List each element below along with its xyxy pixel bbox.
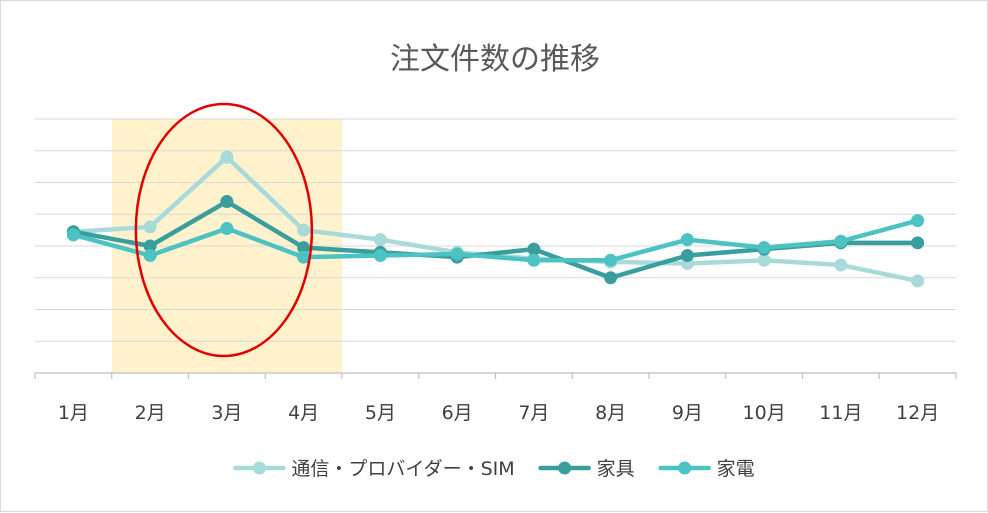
- legend-label: 家具: [597, 458, 635, 480]
- data-point: [373, 233, 387, 247]
- data-point: [143, 239, 157, 253]
- legend-item: 家具: [538, 458, 635, 480]
- chart-title: 注文件数の推移: [390, 42, 600, 77]
- data-point: [373, 249, 387, 263]
- x-tick-label: 1月: [58, 402, 89, 424]
- x-axis: 1月 2月 3月 4月 5月 6月 7月 8月 9月 10月 11月 12月: [34, 372, 957, 424]
- data-point: [220, 195, 234, 209]
- data-point: [680, 249, 694, 263]
- highlight-ellipse: [134, 102, 314, 358]
- x-tick-label: 9月: [672, 402, 703, 424]
- data-point: [450, 247, 464, 261]
- x-tick-label: 6月: [442, 402, 473, 424]
- x-tick-label: 12月: [896, 402, 939, 424]
- x-tick-label: 2月: [135, 402, 166, 424]
- legend-marker: [678, 461, 692, 475]
- series-line: [71, 218, 920, 263]
- legend-label: 通信・プロバイダー・SIM: [291, 458, 514, 480]
- x-tick-label: 5月: [365, 402, 396, 424]
- legend-label: 家電: [717, 458, 755, 480]
- data-point: [297, 223, 311, 237]
- legend-item: 通信・プロバイダー・SIM: [233, 458, 515, 480]
- x-tick-label: 10月: [743, 402, 786, 424]
- data-point: [911, 214, 925, 228]
- legend-marker: [558, 461, 572, 475]
- data-point: [220, 150, 234, 164]
- data-point: [757, 253, 771, 267]
- data-point: [220, 222, 234, 236]
- data-point: [527, 242, 541, 256]
- x-tick-label: 3月: [211, 402, 242, 424]
- data-point: [834, 234, 848, 248]
- data-point: [527, 253, 541, 267]
- data-point: [604, 271, 618, 285]
- data-point: [143, 249, 157, 263]
- series-lines: [66, 150, 925, 288]
- legend-item: 家電: [658, 458, 755, 480]
- legend-marker: [252, 461, 266, 475]
- data-point: [834, 258, 848, 272]
- data-point: [680, 233, 694, 247]
- data-point: [911, 236, 925, 250]
- data-point: [604, 253, 618, 267]
- data-point: [757, 241, 771, 255]
- x-tick-label: 8月: [595, 402, 626, 424]
- data-point: [66, 228, 80, 242]
- legend: 通信・プロバイダー・SIM 家具 家電: [233, 458, 755, 480]
- annotations: [134, 102, 314, 358]
- data-point: [297, 241, 311, 255]
- x-tick-label: 4月: [288, 402, 319, 424]
- x-tick-label: 7月: [518, 402, 549, 424]
- data-point: [143, 220, 157, 234]
- data-point: [911, 274, 925, 288]
- x-tick-label: 11月: [819, 402, 862, 424]
- data-point: [297, 250, 311, 264]
